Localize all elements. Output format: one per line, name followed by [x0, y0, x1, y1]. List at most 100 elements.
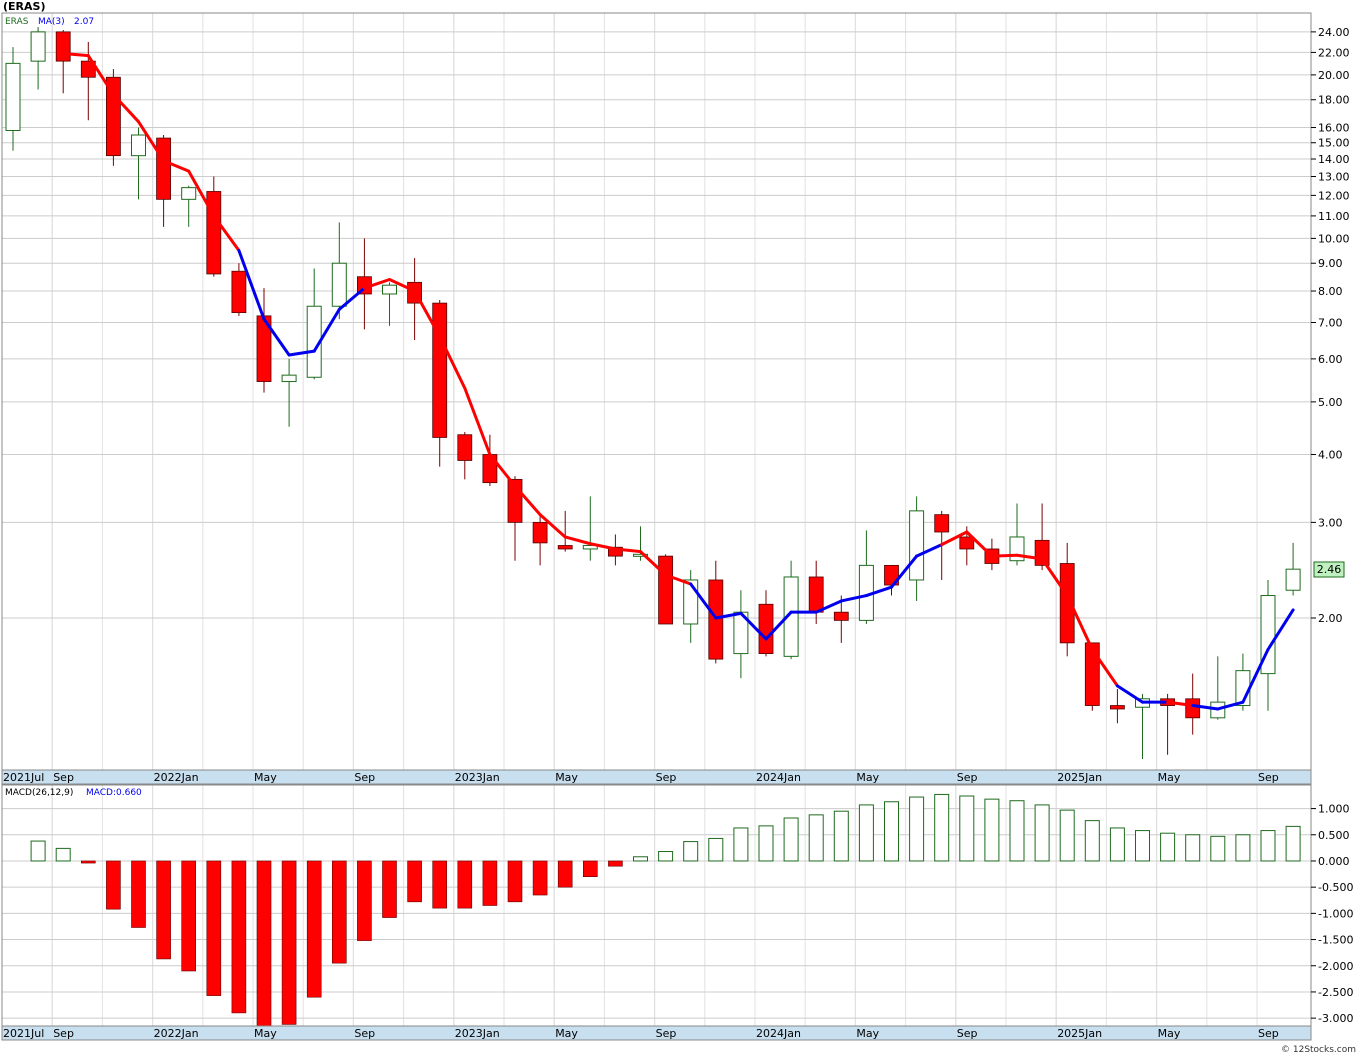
macd-bar — [582, 860, 598, 877]
ma3-segment — [1216, 700, 1245, 711]
price-x-tick-label: Sep — [53, 771, 74, 784]
ma3-segment — [940, 530, 969, 547]
candle-body — [331, 262, 347, 307]
macd-bar — [156, 860, 171, 960]
candle-body — [55, 31, 71, 62]
macd-bar — [658, 851, 674, 862]
ma3-segment — [463, 386, 492, 457]
macd-bar — [1109, 827, 1125, 862]
macd-x-tick-label: 2025Jan — [1057, 1027, 1102, 1040]
legend-ma-label: MA(3) — [38, 17, 65, 27]
macd-bar — [1285, 825, 1301, 862]
price-y-tick-label: 24.00 — [1318, 26, 1350, 39]
ma3-segment — [538, 513, 567, 539]
price-x-tick-label: May — [856, 771, 879, 784]
macd-bar — [1084, 820, 1100, 862]
price-x-tick-label: May — [1158, 771, 1181, 784]
macd-bar — [331, 860, 347, 964]
ma3-segment — [212, 214, 241, 252]
ma3-segment — [413, 289, 442, 338]
ma3-segment — [890, 554, 919, 589]
macd-bar — [55, 847, 71, 862]
macd-bar — [281, 860, 297, 1025]
candle-body — [1034, 539, 1050, 566]
macd-bar — [708, 837, 724, 862]
ma3-segment — [965, 530, 994, 558]
ma3-segment — [86, 54, 115, 97]
macd-x-tick-label: 2021Jul — [3, 1027, 44, 1040]
macd-bar — [909, 796, 925, 862]
macd-y-tick-label: -2.000 — [1318, 960, 1353, 973]
candle-body — [5, 62, 21, 131]
macd-bar — [357, 860, 372, 941]
ma3-segment — [664, 573, 693, 586]
macd-bar — [382, 860, 397, 918]
macd-bar — [557, 860, 573, 888]
ma3-segment — [1065, 594, 1094, 652]
macd-x-tick-label: May — [555, 1027, 578, 1040]
ma3-segment — [1266, 608, 1295, 652]
price-x-tick-label: May — [555, 771, 578, 784]
macd-bar — [507, 860, 523, 903]
macd-title: MACD(26,12,9) — [5, 788, 73, 798]
macd-bar — [256, 860, 272, 1027]
ma3-segment — [111, 93, 140, 124]
macd-y-tick-label: 0.500 — [1318, 829, 1350, 842]
macd-bar — [181, 860, 196, 972]
price-y-tick-label: 4.00 — [1318, 449, 1343, 462]
macd-bar — [1160, 832, 1176, 862]
price-y-tick-label: 5.00 — [1318, 396, 1343, 409]
ma3-segment — [915, 543, 944, 558]
candle-body — [1059, 563, 1075, 644]
ma3-segment — [1166, 700, 1195, 708]
macd-x-tick-label: Sep — [1258, 1027, 1279, 1040]
macd-bar — [306, 860, 322, 998]
macd-legend: MACD:0.660 — [86, 788, 142, 798]
ma3-segment — [162, 159, 191, 173]
candle-body — [1110, 705, 1125, 710]
price-y-tick-label: 3.00 — [1318, 516, 1343, 529]
macd-bar — [683, 841, 699, 862]
price-x-tick-label: Sep — [656, 771, 677, 784]
candle-body — [758, 603, 774, 654]
macd-x-tick-label: Sep — [354, 1027, 375, 1040]
candle-body — [658, 555, 673, 625]
candle-body — [959, 536, 975, 550]
macd-bar — [808, 814, 824, 862]
macd-bar — [131, 860, 146, 928]
ma3-segment — [262, 317, 291, 357]
candle-body — [833, 611, 849, 621]
ma3-segment — [1015, 553, 1044, 561]
macd-bar — [733, 827, 749, 862]
candle-body — [633, 553, 648, 557]
candle-body — [934, 514, 950, 533]
macd-bar — [884, 801, 899, 862]
chart-title: (ERAS) — [3, 0, 45, 13]
macd-y-tick-label: -1.500 — [1318, 934, 1353, 947]
price-y-tick-label: 16.00 — [1318, 122, 1350, 135]
price-y-tick-label: 6.00 — [1318, 353, 1343, 366]
ma3-segment — [1241, 648, 1270, 704]
macd-bar — [858, 804, 874, 862]
ma3-segment — [563, 535, 592, 546]
candle-body — [808, 576, 824, 613]
macd-y-tick-label: 1.000 — [1318, 803, 1350, 816]
macd-x-tick-label: May — [1158, 1027, 1181, 1040]
ma3-segment — [312, 307, 341, 353]
last-price-box — [1313, 561, 1345, 578]
price-y-tick-label: 7.00 — [1318, 317, 1343, 330]
macd-bar — [833, 810, 849, 862]
macd-bar — [1185, 834, 1201, 862]
price-x-tick-label: 2024Jan — [756, 771, 801, 784]
macd-bar — [432, 860, 448, 909]
macd-bar — [231, 860, 247, 1014]
ma3-segment — [362, 278, 391, 290]
price-y-tick-label: 2.00 — [1318, 612, 1343, 625]
ma3-segment — [488, 453, 517, 488]
ma3-segment — [513, 484, 542, 517]
macd-x-tick-label: Sep — [656, 1027, 677, 1040]
ma3-segment — [237, 248, 266, 321]
price-y-tick-label: 10.00 — [1318, 232, 1350, 245]
